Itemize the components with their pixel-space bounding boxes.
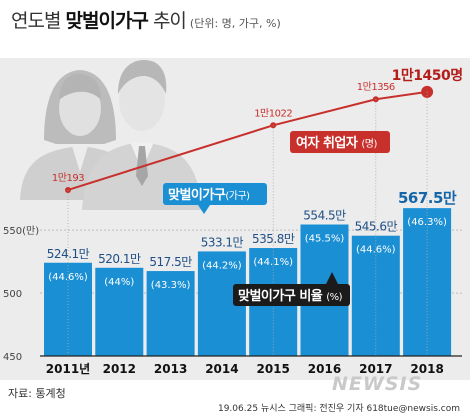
legend-line-unit: (명)	[361, 138, 377, 150]
ratio-label: (44.1%)	[253, 257, 293, 268]
source-label: 자료: 통계청	[8, 387, 66, 400]
units-label: (단위: 명, 가구, %)	[189, 17, 281, 30]
x-tick-label: 2014	[205, 362, 238, 376]
y-tick-label: 500	[3, 289, 22, 300]
ratio-label: (45.5%)	[305, 234, 345, 245]
line-value-label: 1만193	[52, 172, 84, 184]
legend-bars-label: 맞벌이가구(가구)	[168, 187, 250, 203]
title-bold: 맞벌이가구	[65, 10, 149, 32]
legend-ratio: 맞벌이가구 비율 (%)	[233, 272, 350, 306]
legend-bars-unit: (가구)	[225, 190, 250, 202]
legend-ratio-label: 맞벌이가구 비율 (%)	[238, 288, 343, 304]
bar-value-label: 524.1만	[47, 247, 90, 261]
legend-bars-pointer	[198, 205, 210, 214]
legend-ratio-pointer	[326, 272, 338, 284]
watermark: NEWSIS	[332, 373, 423, 395]
x-tick-label: 2013	[154, 362, 187, 376]
people-illustration	[20, 60, 202, 210]
y-tick-label: 450	[3, 352, 22, 363]
credit-label: 19.06.25 뉴시스 그래픽: 전진우 기자 618tue@newsis.c…	[217, 404, 460, 414]
title-plain: 연도별	[11, 10, 61, 32]
x-axis: 2011년 2012 2013 2014 2015 2016 2017 2018	[40, 355, 462, 376]
line-value-label: 1만1450명	[392, 67, 463, 84]
x-tick-label: 2017	[359, 362, 392, 376]
y-tick-label: 550(만)	[3, 225, 39, 237]
ratio-label: (43.3%)	[151, 280, 191, 291]
x-tick-label: 2012	[103, 362, 136, 376]
bar-value-label: 533.1만	[201, 235, 244, 249]
x-tick-label: 2015	[256, 362, 289, 376]
bar	[403, 208, 452, 356]
ratio-label: (46.3%)	[407, 217, 447, 228]
line-value-label: 1만1356	[357, 81, 395, 93]
legend-ratio-unit: (%)	[326, 292, 342, 303]
bars: 524.1만(44.6%)520.1만(44%)517.5만(43.3%)533…	[44, 189, 457, 356]
bar-value-label: 554.5만	[303, 209, 346, 223]
bar-value-label: 520.1만	[98, 252, 141, 266]
x-tick-label: 2011년	[46, 362, 90, 376]
chart-title: 연도별 맞벌이가구 추이 (단위: 명, 가구, %)	[11, 6, 281, 33]
bar-value-label: 545.6만	[355, 220, 398, 234]
x-tick-label: 2016	[308, 362, 341, 376]
legend-line: 여자 취업자 (명)	[290, 131, 390, 153]
legend-line-label: 여자 취업자 (명)	[296, 135, 377, 151]
bar	[95, 267, 144, 356]
x-tick-label: 2018	[410, 362, 443, 376]
man-icon	[82, 60, 202, 210]
legend-line-badge	[290, 131, 390, 153]
ratio-label: (44.2%)	[202, 260, 242, 271]
bar	[146, 271, 195, 356]
ratio-label: (44%)	[104, 277, 134, 288]
line-value-label: 1만1022	[254, 107, 292, 119]
bar-value-label: 535.8만	[252, 232, 295, 246]
employment-line-path	[67, 90, 428, 191]
legend-ratio-badge	[233, 284, 350, 306]
y-axis: 450 500 550(만)	[3, 225, 39, 363]
legend-bars-badge	[163, 183, 267, 205]
legend: 맞벌이가구(가구) 여자 취업자 (명) 맞벌이가구 비율 (%)	[163, 131, 390, 306]
bar-value-label: 567.5만	[398, 189, 457, 207]
legend-bars: 맞벌이가구(가구)	[163, 183, 267, 214]
title-tail: 추이	[152, 10, 187, 32]
bar-value-label: 517.5만	[149, 255, 192, 269]
